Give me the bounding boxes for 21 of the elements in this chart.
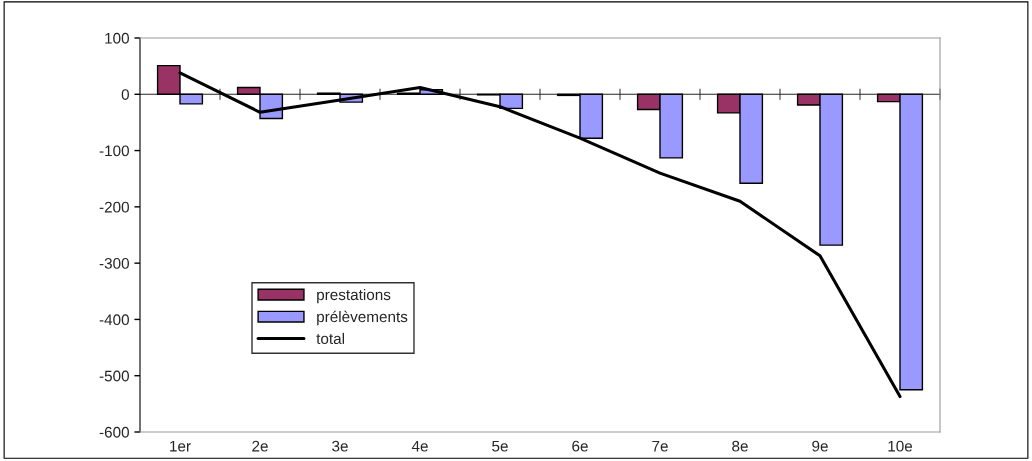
y-tick-label: 100 [105,32,129,44]
y-tick-label: -200 [99,201,129,213]
x-tick-label: 7e [652,440,668,452]
y-tick-label: -400 [99,314,129,326]
legend-label: total [316,332,345,345]
y-tick-label: -500 [99,370,129,382]
legend-label: prélèvements [317,310,408,326]
x-tick-label: 3e [332,440,348,452]
x-tick-label: 6e [572,440,588,452]
y-tick-label: -600 [99,426,129,438]
legend-label: prestations [317,288,391,304]
x-tick-label: 1er [170,440,191,452]
x-tick-label: 2e [252,440,268,452]
x-tick-label: 4e [411,440,428,452]
y-tick-label: -100 [99,145,129,157]
x-tick-label: 8e [732,440,748,452]
y-tick-label: -300 [99,258,129,269]
x-tick-label: 5e [492,440,508,452]
y-tick-label: 0 [121,89,129,100]
x-tick-label: 9e [812,440,828,452]
x-tick-label: 10e [888,440,913,452]
